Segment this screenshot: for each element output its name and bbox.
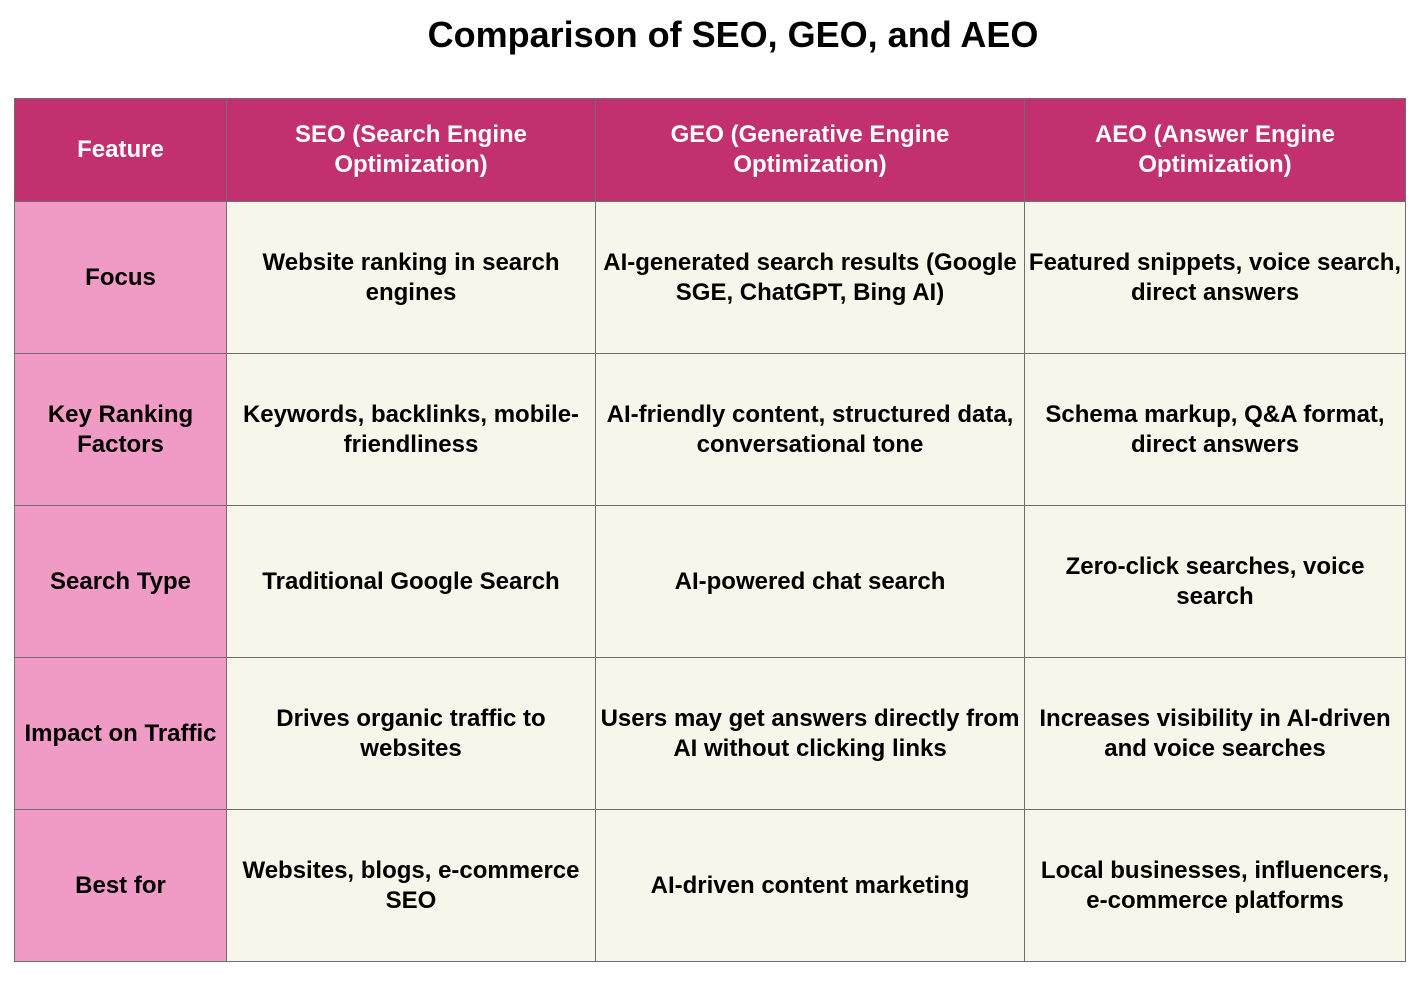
table-row: Impact on Traffic Drives organic traffic … bbox=[14, 657, 1406, 810]
feature-cell: Search Type bbox=[14, 505, 227, 658]
column-header: GEO (Generative Engine Optimization) bbox=[595, 98, 1025, 202]
table-cell: Keywords, backlinks, mobile-friendliness bbox=[226, 353, 596, 506]
column-header: AEO (Answer Engine Optimization) bbox=[1024, 98, 1406, 202]
table-cell: Users may get answers directly from AI w… bbox=[595, 657, 1025, 810]
header-row: Feature SEO (Search Engine Optimization) G… bbox=[14, 98, 1406, 202]
column-header: Feature bbox=[14, 98, 227, 202]
table-row: Search Type Traditional Google Search AI-p… bbox=[14, 505, 1406, 658]
table-cell: Website ranking in search engines bbox=[226, 201, 596, 354]
table-cell: AI-driven content marketing bbox=[595, 809, 1025, 962]
table-row: Key Ranking Factors Keywords, backlinks, … bbox=[14, 353, 1406, 506]
feature-cell: Key Ranking Factors bbox=[14, 353, 227, 506]
table-cell: Local businesses, influencers, e-commerc… bbox=[1024, 809, 1406, 962]
table-cell: AI-powered chat search bbox=[595, 505, 1025, 658]
table-cell: AI-friendly content, structured data, co… bbox=[595, 353, 1025, 506]
chart-title: Comparison of SEO, GEO, and AEO bbox=[427, 14, 1039, 55]
table-cell: Traditional Google Search bbox=[226, 505, 596, 658]
column-header: SEO (Search Engine Optimization) bbox=[226, 98, 596, 202]
table-cell: AI-generated search results (Google SGE,… bbox=[595, 201, 1025, 354]
table-cell: Drives organic traffic to websites bbox=[226, 657, 596, 810]
table-row: Focus Website ranking in search engines AI… bbox=[14, 201, 1406, 354]
table-cell: Featured snippets, voice search, direct … bbox=[1024, 201, 1406, 354]
table-cell: Websites, blogs, e-commerce SEO bbox=[226, 809, 596, 962]
table-row: Best for Websites, blogs, e-commerce SEO A… bbox=[14, 809, 1406, 962]
feature-cell: Best for bbox=[14, 809, 227, 962]
table-cell: Increases visibility in AI-driven and vo… bbox=[1024, 657, 1406, 810]
feature-cell: Impact on Traffic bbox=[14, 657, 227, 810]
table-cell: Zero-click searches, voice search bbox=[1024, 505, 1406, 658]
feature-cell: Focus bbox=[14, 201, 227, 354]
comparison-table: Feature SEO (Search Engine Optimization) G… bbox=[14, 98, 1406, 962]
table-cell: Schema markup, Q&A format, direct answer… bbox=[1024, 353, 1406, 506]
